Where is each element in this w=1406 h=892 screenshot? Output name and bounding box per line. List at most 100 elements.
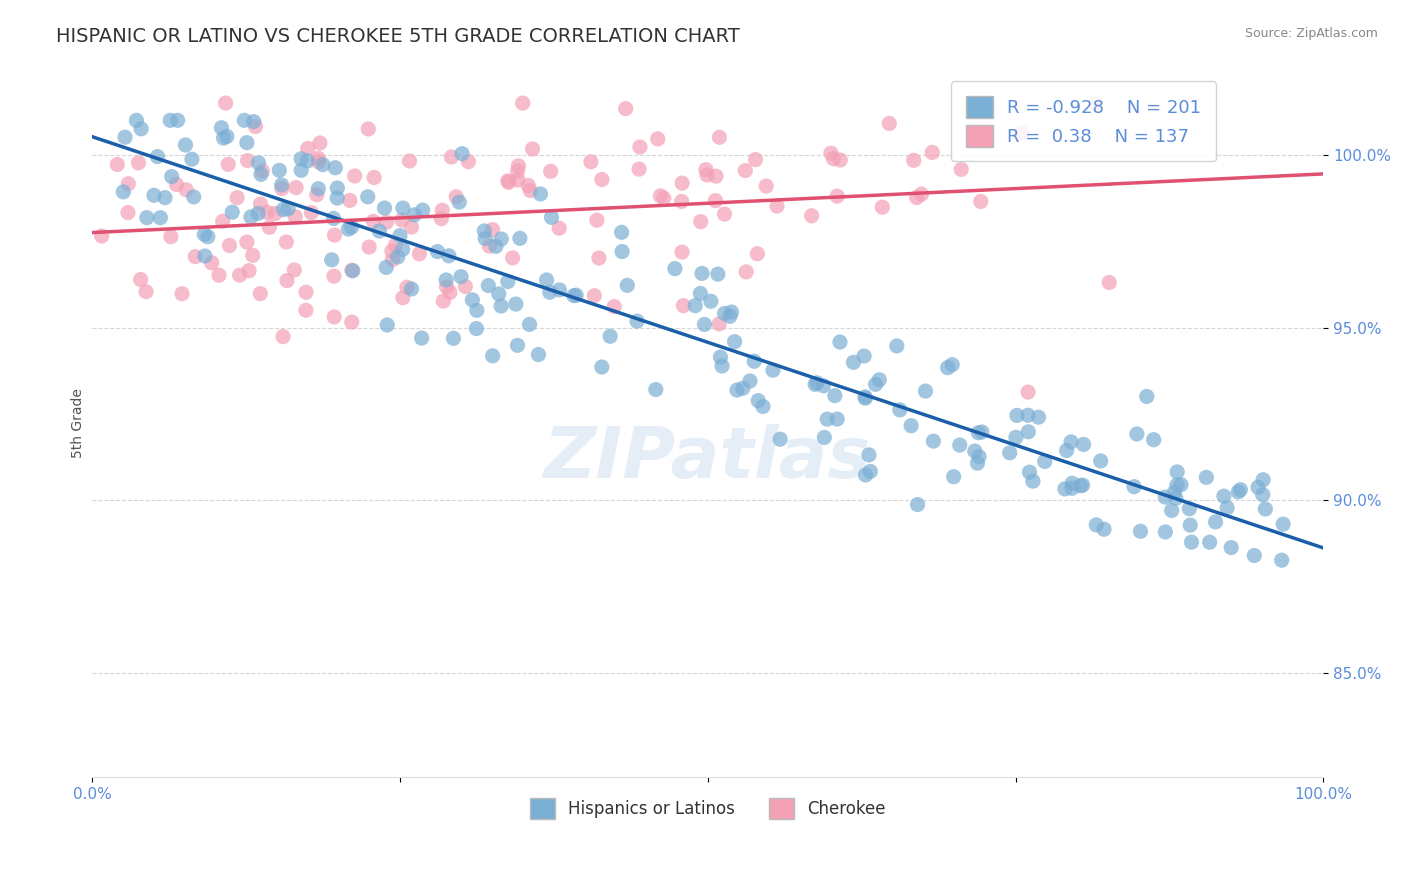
Hispanics or Latinos (437, 249, 460, 263)
Cherokee (214, 96, 236, 111)
Hispanics or Latinos (509, 231, 531, 245)
Hispanics or Latinos (610, 244, 633, 259)
Cherokee (744, 153, 766, 167)
Hispanics or Latinos (194, 249, 217, 263)
Hispanics or Latinos (290, 163, 312, 178)
Hispanics or Latinos (1053, 482, 1076, 496)
Hispanics or Latinos (689, 286, 711, 301)
Hispanics or Latinos (1154, 490, 1177, 504)
Hispanics or Latinos (1180, 535, 1202, 549)
Hispanics or Latinos (505, 297, 527, 311)
Cherokee (830, 153, 852, 167)
Hispanics or Latinos (936, 360, 959, 375)
Hispanics or Latinos (889, 403, 911, 417)
Hispanics or Latinos (153, 191, 176, 205)
Hispanics or Latinos (914, 384, 936, 398)
Hispanics or Latinos (813, 378, 835, 392)
Hispanics or Latinos (967, 450, 990, 464)
Hispanics or Latinos (1060, 434, 1083, 449)
Hispanics or Latinos (998, 446, 1021, 460)
Hispanics or Latinos (166, 113, 188, 128)
Cherokee (747, 246, 769, 260)
Hispanics or Latinos (461, 293, 484, 307)
Cherokee (299, 205, 322, 219)
Hispanics or Latinos (481, 349, 503, 363)
Cherokee (309, 136, 332, 150)
Cherokee (381, 244, 404, 259)
Hispanics or Latinos (1212, 489, 1234, 503)
Cherokee (755, 179, 778, 194)
Cherokee (872, 200, 894, 214)
Hispanics or Latinos (488, 287, 510, 301)
Hispanics or Latinos (1229, 483, 1251, 497)
Cherokee (652, 191, 675, 205)
Hispanics or Latinos (966, 456, 988, 470)
Cherokee (249, 286, 271, 301)
Hispanics or Latinos (1085, 517, 1108, 532)
Cherokee (548, 221, 571, 235)
Cherokee (498, 175, 520, 189)
Hispanics or Latinos (323, 161, 346, 175)
Cherokee (339, 194, 361, 208)
Cherokee (264, 206, 287, 220)
Hispanics or Latinos (707, 267, 730, 281)
Hispanics or Latinos (472, 224, 495, 238)
Cherokee (506, 173, 529, 187)
Hispanics or Latinos (1129, 524, 1152, 539)
Hispanics or Latinos (853, 349, 876, 363)
Hispanics or Latinos (387, 250, 409, 264)
Hispanics or Latinos (762, 363, 785, 377)
Hispanics or Latinos (465, 321, 488, 335)
Hispanics or Latinos (297, 153, 319, 168)
Cherokee (160, 229, 183, 244)
Hispanics or Latinos (215, 129, 238, 144)
Hispanics or Latinos (1017, 409, 1039, 423)
Hispanics or Latinos (813, 430, 835, 444)
Cherokee (245, 120, 267, 134)
Cherokee (322, 269, 344, 284)
Cherokee (508, 159, 530, 173)
Cherokee (238, 263, 260, 277)
Cherokee (579, 154, 602, 169)
Hispanics or Latinos (239, 210, 262, 224)
Hispanics or Latinos (1164, 491, 1187, 506)
Hispanics or Latinos (562, 288, 585, 302)
Cherokee (921, 145, 943, 160)
Cherokee (614, 102, 637, 116)
Hispanics or Latinos (644, 383, 666, 397)
Hispanics or Latinos (865, 377, 887, 392)
Hispanics or Latinos (1216, 500, 1239, 515)
Cherokee (117, 205, 139, 219)
Hispanics or Latinos (1227, 484, 1250, 499)
Hispanics or Latinos (242, 114, 264, 128)
Cherokee (519, 184, 541, 198)
Hispanics or Latinos (731, 381, 754, 395)
Hispanics or Latinos (1205, 515, 1227, 529)
Cherokee (1084, 96, 1107, 111)
Cherokee (704, 169, 727, 184)
Hispanics or Latinos (1254, 502, 1277, 516)
Hispanics or Latinos (527, 347, 550, 361)
Hispanics or Latinos (1062, 476, 1084, 491)
Hispanics or Latinos (388, 228, 411, 243)
Cherokee (628, 162, 651, 177)
Cherokee (135, 285, 157, 299)
Cherokee (226, 191, 249, 205)
Hispanics or Latinos (449, 195, 471, 210)
Hispanics or Latinos (1170, 477, 1192, 491)
Hispanics or Latinos (828, 334, 851, 349)
Hispanics or Latinos (375, 260, 398, 275)
Hispanics or Latinos (426, 244, 449, 259)
Hispanics or Latinos (269, 163, 291, 178)
Hispanics or Latinos (1178, 501, 1201, 516)
Cherokee (704, 194, 727, 208)
Cherokee (392, 291, 415, 305)
Cherokee (201, 256, 224, 270)
Hispanics or Latinos (401, 282, 423, 296)
Hispanics or Latinos (711, 359, 734, 373)
Cherokee (1098, 276, 1121, 290)
Hispanics or Latinos (1017, 425, 1039, 439)
Hispanics or Latinos (160, 169, 183, 184)
Cherokee (588, 251, 610, 265)
Cherokee (970, 194, 993, 209)
